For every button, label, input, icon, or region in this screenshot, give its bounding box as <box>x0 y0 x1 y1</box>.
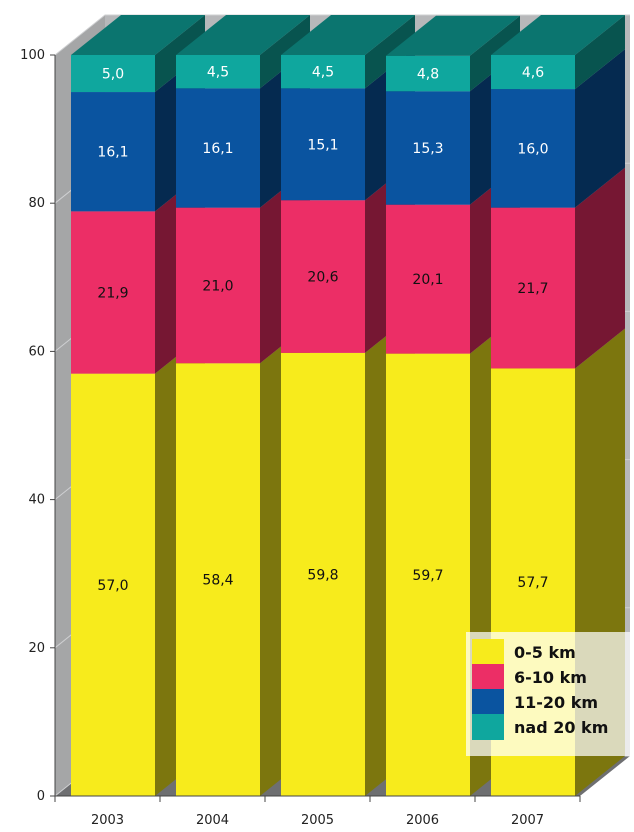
bar-top <box>491 15 625 55</box>
bar-segment <box>281 88 365 201</box>
gridline <box>54 14 630 56</box>
y-tick-label: 80 <box>28 196 45 211</box>
data-label: 4,5 <box>312 65 334 81</box>
bar-segment <box>176 88 260 208</box>
legend-swatch <box>472 639 504 665</box>
x-tick-label: 2004 <box>196 813 229 828</box>
y-tick-label: 0 <box>37 789 45 804</box>
bar-segment <box>491 89 575 208</box>
legend-label: 6-10 km <box>514 668 587 687</box>
data-label: 16,0 <box>517 141 548 157</box>
x-tick-label: 2005 <box>301 813 334 828</box>
bar-segment <box>281 55 365 89</box>
data-label: 4,8 <box>417 67 439 83</box>
x-tick-label: 2006 <box>406 813 439 828</box>
data-label: 59,7 <box>412 568 443 584</box>
legend: 0-5 km 6-10 km 11-20 km nad 20 km <box>466 632 634 756</box>
data-label: 58,4 <box>202 573 233 589</box>
data-label: 5,0 <box>102 67 124 83</box>
bar-segment <box>281 352 365 796</box>
data-label: 57,7 <box>517 575 548 591</box>
bar-side <box>575 49 625 208</box>
bar-side <box>365 15 415 89</box>
bar-segment <box>71 55 155 93</box>
legend-swatch <box>472 714 504 740</box>
data-label: 15,3 <box>412 141 443 157</box>
y-tick-label: 60 <box>28 344 45 359</box>
bar-segment <box>386 204 470 354</box>
bar-top <box>176 15 310 55</box>
legend-swatch <box>472 689 504 715</box>
legend-label: 0-5 km <box>514 643 576 662</box>
bar-segment <box>71 92 155 212</box>
bar-side <box>575 15 625 90</box>
y-axis: 0 20 40 60 80 100 <box>20 48 56 804</box>
x-tick-label: 2007 <box>511 813 544 828</box>
y-tick-label: 20 <box>28 641 45 656</box>
data-label: 21,0 <box>202 278 233 294</box>
bar-segment <box>386 55 470 92</box>
data-label: 21,7 <box>517 281 548 297</box>
y-tick-label: 40 <box>28 493 45 508</box>
x-axis: 2003 2004 2005 2006 2007 <box>54 795 581 828</box>
bar-segment <box>491 55 575 90</box>
data-label: 21,9 <box>97 285 128 301</box>
legend-swatch <box>472 664 504 690</box>
data-label: 15,1 <box>307 137 338 153</box>
bar-top <box>386 15 520 56</box>
bar-segment <box>176 363 260 796</box>
bar-segment <box>176 207 260 364</box>
bar-side <box>575 167 625 369</box>
bar-segment <box>386 353 470 796</box>
bar-top <box>281 15 415 55</box>
data-label: 20,6 <box>307 270 338 286</box>
bar-segment <box>491 207 575 369</box>
bar-segment <box>281 200 365 353</box>
bar-side <box>260 15 310 89</box>
data-label: 20,1 <box>412 272 443 288</box>
bar-segment <box>176 55 260 89</box>
bar-segment <box>71 211 155 374</box>
data-label: 4,5 <box>207 65 229 81</box>
bar-top <box>71 15 205 55</box>
y-tick-label: 100 <box>20 48 45 63</box>
legend-label: 11-20 km <box>514 693 598 712</box>
x-tick-label: 2003 <box>91 813 124 828</box>
bar-segment <box>386 91 470 205</box>
data-label: 57,0 <box>97 578 128 594</box>
data-label: 16,1 <box>97 145 128 161</box>
data-label: 16,1 <box>202 141 233 157</box>
bar-segment <box>71 373 155 796</box>
data-label: 4,6 <box>522 65 544 81</box>
legend-label: nad 20 km <box>514 718 608 737</box>
data-label: 59,8 <box>307 567 338 583</box>
